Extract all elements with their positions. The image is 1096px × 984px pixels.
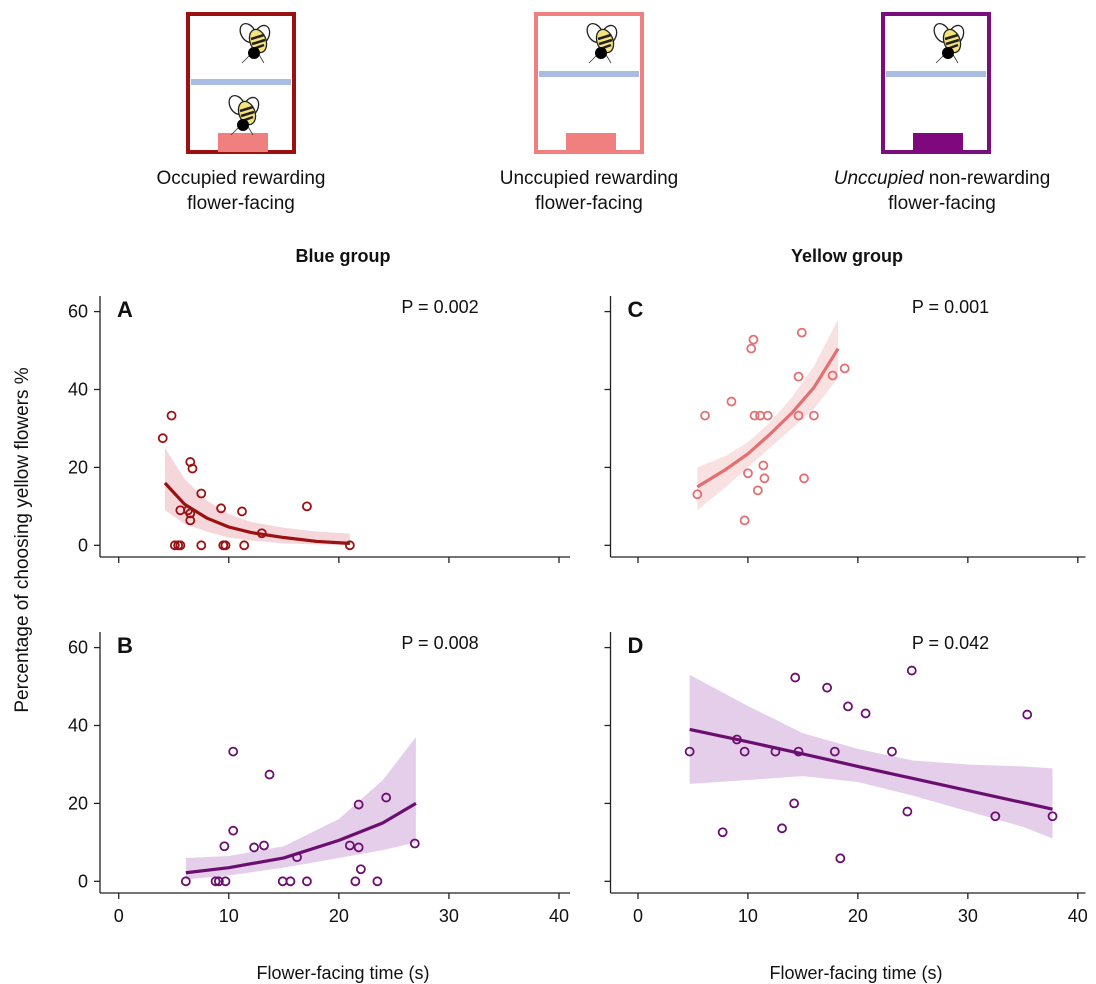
x-tick-label: 20 (329, 906, 349, 926)
data-point (744, 469, 752, 477)
confidence-band (165, 448, 350, 545)
data-point (303, 877, 311, 885)
data-point (373, 877, 381, 885)
data-point (790, 799, 798, 807)
data-point (240, 541, 248, 549)
data-point (286, 877, 294, 885)
y-tick-label: 0 (78, 871, 88, 891)
data-point (795, 373, 803, 381)
data-point (741, 516, 749, 524)
y-tick-label: 40 (68, 715, 88, 735)
figure: Blue group Yellow group Percentage of ch… (0, 0, 1096, 984)
data-point (844, 702, 852, 710)
x-tick-label: 30 (958, 906, 978, 926)
data-point (747, 345, 755, 353)
data-point (810, 412, 818, 420)
x-tick-label: 20 (848, 906, 868, 926)
caption-line: Unccupied rewarding (439, 166, 739, 191)
caption-line: flower-facing (91, 191, 391, 216)
data-point (351, 877, 359, 885)
condition-icon (536, 14, 642, 152)
condition-icon (188, 14, 294, 152)
data-point (759, 461, 767, 469)
data-point (823, 684, 831, 692)
column-title: Yellow group (791, 246, 903, 266)
x-tick-label: 40 (1068, 906, 1088, 926)
data-point (260, 841, 268, 849)
data-point (778, 824, 786, 832)
data-point (229, 827, 237, 835)
x-tick-label: 40 (549, 906, 569, 926)
data-point (719, 828, 727, 836)
data-point (303, 502, 311, 510)
caption-line: Unccupied non-rewarding (792, 166, 1092, 191)
y-axis-label: Percentage of choosing yellow flowers % (12, 367, 33, 712)
annotation: P = 0.042 (912, 633, 989, 653)
condition-icon (883, 14, 989, 152)
data-point (760, 474, 768, 482)
data-point (238, 507, 246, 515)
x-axis-label: Flower-facing time (s) (256, 963, 429, 983)
x-tick-label: 0 (633, 906, 643, 926)
caption-line: Occupied rewarding (91, 166, 391, 191)
panel-label: C (628, 297, 644, 322)
caption-italic: Unccupied (834, 168, 924, 189)
data-point (220, 842, 228, 850)
annotation: P = 0.001 (912, 297, 989, 317)
x-tick-label: 10 (738, 906, 758, 926)
data-point (798, 329, 806, 337)
data-point (836, 854, 844, 862)
data-point (727, 398, 735, 406)
column-title: Blue group (296, 246, 391, 266)
data-point (888, 748, 896, 756)
data-point (862, 709, 870, 717)
data-point (791, 674, 799, 682)
condition-caption: Unccupied rewarding flower-facing (439, 166, 739, 216)
y-tick-label: 0 (78, 535, 88, 555)
data-point (159, 434, 167, 442)
panel-label: B (117, 633, 133, 658)
data-point (357, 865, 365, 873)
y-tick-label: 40 (68, 379, 88, 399)
x-tick-label: 0 (114, 906, 124, 926)
panel-label: A (117, 297, 133, 322)
data-point (908, 667, 916, 675)
data-point (800, 474, 808, 482)
x-tick-label: 10 (219, 906, 239, 926)
y-tick-label: 60 (68, 302, 88, 322)
data-point (754, 486, 762, 494)
condition-caption: Unccupied non-rewarding flower-facing (792, 166, 1092, 216)
data-point (1023, 711, 1031, 719)
annotation: P = 0.002 (401, 297, 478, 317)
data-point (903, 808, 911, 816)
data-point (266, 771, 274, 779)
caption-line: flower-facing (439, 191, 739, 216)
x-tick-label: 30 (439, 906, 459, 926)
y-tick-label: 20 (68, 793, 88, 813)
chart: Blue group Yellow group Percentage of ch… (0, 0, 1096, 984)
y-tick-label: 20 (68, 457, 88, 477)
caption-line: flower-facing (792, 191, 1092, 216)
data-point (749, 336, 757, 344)
panel-label: D (628, 633, 644, 658)
data-point (197, 541, 205, 549)
condition-caption: Occupied rewarding flower-facing (91, 166, 391, 216)
y-tick-label: 60 (68, 638, 88, 658)
annotation: P = 0.008 (401, 633, 478, 653)
data-point (279, 877, 287, 885)
data-point (250, 843, 258, 851)
caption-text: non-rewarding (929, 168, 1050, 189)
data-point (701, 412, 709, 420)
data-point (168, 412, 176, 420)
x-axis-label: Flower-facing time (s) (769, 963, 942, 983)
data-point (229, 748, 237, 756)
data-point (841, 364, 849, 372)
